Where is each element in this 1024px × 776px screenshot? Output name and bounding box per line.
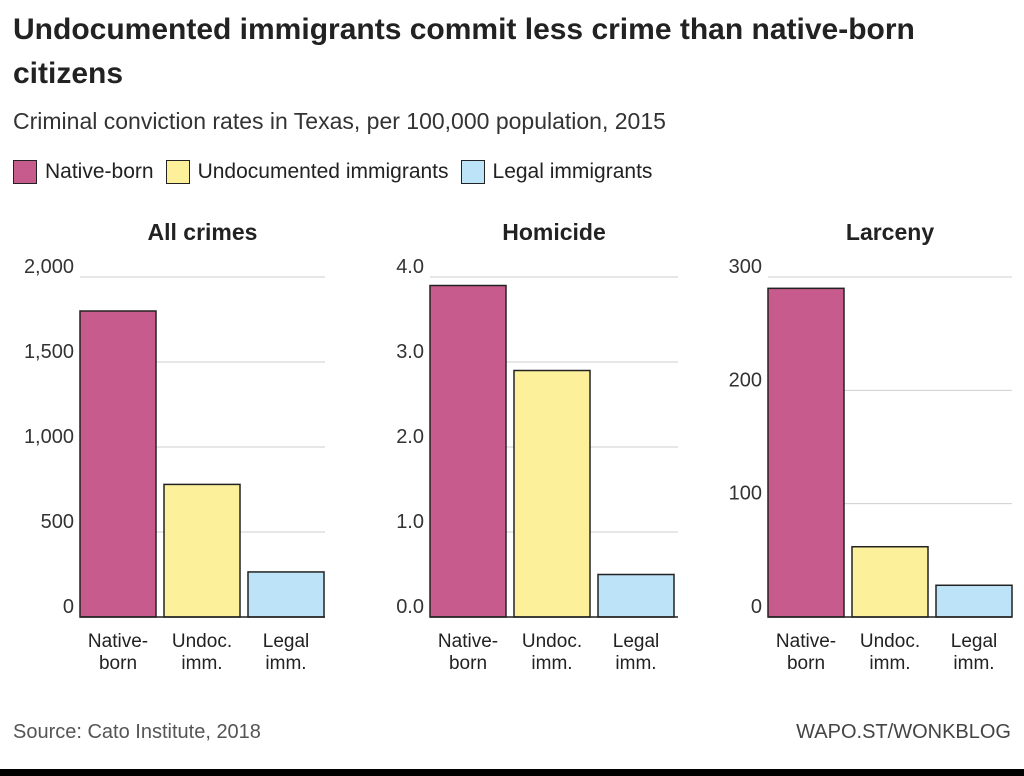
y-tick-label: 2,000 (24, 256, 74, 278)
bar-larceny-native-born (767, 287, 845, 618)
y-tick-label: 300 (729, 256, 762, 278)
x-category-label: born (787, 653, 825, 674)
y-tick-label: 1,000 (24, 426, 74, 448)
chart-title: Undocumented immigrants commit less crim… (13, 13, 915, 90)
x-category-label: imm. (869, 653, 910, 674)
legend-item-native-born: Native-born (13, 160, 154, 184)
legend-swatch-legal (460, 160, 485, 184)
x-category-label: imm. (953, 653, 994, 674)
legend-label-native-born: Native-born (45, 160, 154, 183)
x-category-label: Legal (951, 631, 998, 652)
bar-all-crimes-legal-imm- (247, 571, 325, 618)
y-tick-label: 4.0 (396, 256, 424, 278)
panel-title-larceny: Larceny (846, 219, 934, 245)
x-category-label: Native- (438, 631, 498, 652)
legend-item-undocumented: Undocumented immigrants (165, 160, 449, 184)
y-tick-label: 1,500 (24, 341, 74, 363)
legend: Native-born Undocumented immigrants Lega… (13, 157, 664, 187)
x-category-label: imm. (265, 653, 306, 674)
x-category-label: born (99, 653, 137, 674)
y-tick-label: 0.0 (396, 596, 424, 618)
x-category-label: imm. (615, 653, 656, 674)
bar-larceny-legal-imm- (935, 584, 1013, 618)
y-tick-label: 500 (41, 511, 74, 533)
y-tick-label: 3.0 (396, 341, 424, 363)
legend-swatch-undocumented (165, 160, 190, 184)
y-tick-label: 2.0 (396, 426, 424, 448)
bar-homicide-native-born (429, 284, 507, 618)
x-category-label: born (449, 653, 487, 674)
x-category-label: Native- (88, 631, 148, 652)
y-tick-label: 0 (751, 596, 762, 618)
x-category-label: Undoc. (860, 631, 920, 652)
legend-label-undocumented: Undocumented immigrants (197, 160, 449, 183)
x-category-label: Native- (776, 631, 836, 652)
panel-title-all-crimes: All crimes (148, 219, 258, 245)
bar-all-crimes-native-born (79, 310, 157, 618)
x-category-label: Undoc. (172, 631, 232, 652)
bar-all-crimes-undoc-imm- (163, 483, 241, 618)
credit-note: WAPO.ST/WONKBLOG (796, 721, 1011, 743)
bar-homicide-undoc-imm- (513, 369, 591, 618)
bar-homicide-legal-imm- (597, 573, 675, 618)
y-tick-label: 100 (729, 483, 762, 505)
legend-item-legal: Legal immigrants (460, 160, 653, 184)
bar-larceny-undoc-imm- (851, 545, 929, 618)
y-tick-label: 0 (63, 596, 74, 618)
x-category-label: Undoc. (522, 631, 582, 652)
chart-subtitle: Criminal conviction rates in Texas, per … (13, 108, 666, 134)
legend-swatch-native-born (13, 160, 37, 184)
source-note: Source: Cato Institute, 2018 (13, 721, 261, 743)
y-tick-label: 1.0 (396, 511, 424, 533)
x-category-label: Legal (613, 631, 660, 652)
y-tick-label: 200 (729, 369, 762, 391)
x-category-label: imm. (531, 653, 572, 674)
panel-title-homicide: Homicide (502, 219, 606, 245)
x-category-label: imm. (181, 653, 222, 674)
legend-label-legal: Legal immigrants (492, 160, 653, 183)
x-category-label: Legal (263, 631, 310, 652)
